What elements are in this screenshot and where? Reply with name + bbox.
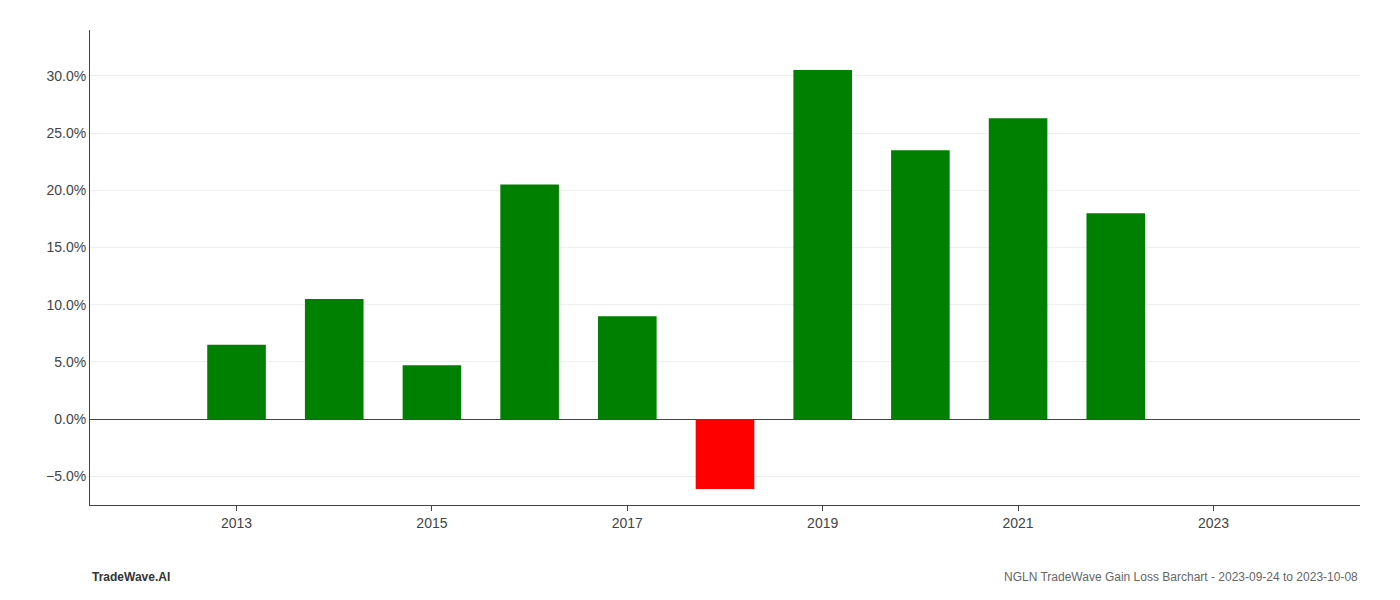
- svg-text:2021: 2021: [1003, 515, 1034, 531]
- svg-text:2019: 2019: [807, 515, 838, 531]
- svg-text:5.0%: 5.0%: [54, 354, 86, 370]
- svg-text:TradeWave.AI: TradeWave.AI: [92, 570, 170, 584]
- svg-text:−5.0%: −5.0%: [46, 468, 86, 484]
- svg-text:15.0%: 15.0%: [46, 239, 86, 255]
- svg-text:0.0%: 0.0%: [54, 411, 86, 427]
- svg-text:30.0%: 30.0%: [46, 68, 86, 84]
- svg-text:2017: 2017: [612, 515, 643, 531]
- svg-text:10.0%: 10.0%: [46, 297, 86, 313]
- svg-text:2015: 2015: [416, 515, 447, 531]
- svg-text:2013: 2013: [221, 515, 252, 531]
- svg-text:20.0%: 20.0%: [46, 182, 86, 198]
- svg-text:NGLN TradeWave Gain Loss Barch: NGLN TradeWave Gain Loss Barchart - 2023…: [1004, 570, 1358, 584]
- svg-text:2023: 2023: [1198, 515, 1229, 531]
- svg-text:25.0%: 25.0%: [46, 125, 86, 141]
